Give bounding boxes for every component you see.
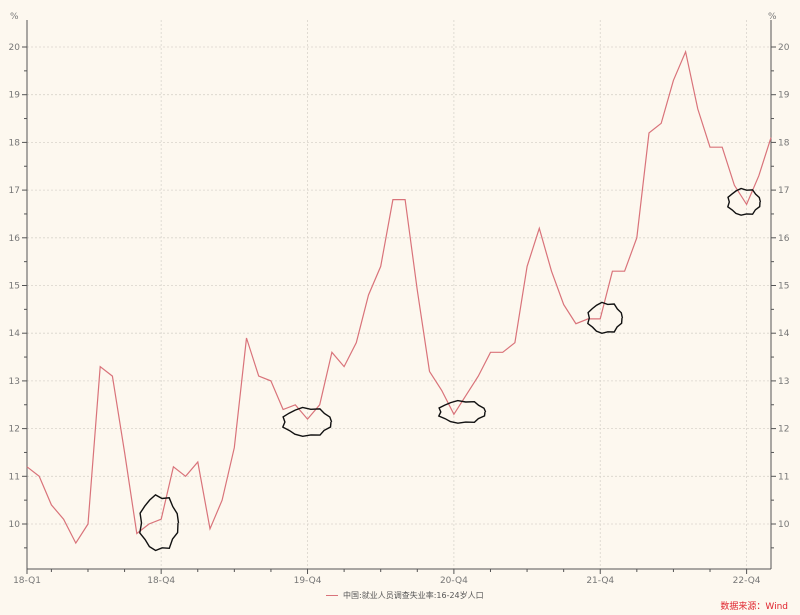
y-tick-label-left: 12 xyxy=(9,425,20,435)
y-tick-label-left: 17 xyxy=(9,186,20,196)
hand-drawn-circle-annotation xyxy=(726,187,762,216)
legend-label: 中国:就业人员调查失业率:16-24岁人口 xyxy=(343,591,484,600)
y-tick-label-right: 15 xyxy=(778,282,789,292)
series-line xyxy=(26,49,772,545)
y-tick-label-left: 13 xyxy=(9,377,20,387)
legend-swatch xyxy=(326,594,338,597)
y-tick-label-left: 19 xyxy=(9,91,21,101)
x-tick-label: 22-Q4 xyxy=(733,576,761,586)
y-tick-label-right: 17 xyxy=(778,186,789,196)
y-tick-label-right: 18 xyxy=(778,138,790,148)
y-tick-label-right: 10 xyxy=(778,520,790,530)
x-tick-label: 21-Q4 xyxy=(586,576,614,586)
y-tick-label-right: 13 xyxy=(778,377,789,387)
x-tick-label: 19-Q4 xyxy=(294,576,322,586)
y-tick-label-left: 18 xyxy=(9,138,21,148)
x-tick-label: 18-Q1 xyxy=(13,576,41,586)
hand-drawn-circle-annotation xyxy=(587,301,624,335)
y-tick-label-left: 16 xyxy=(9,234,21,244)
y-tick-label-left: 15 xyxy=(9,282,20,292)
y-tick-label-right: 20 xyxy=(778,43,790,53)
y-tick-label-right: 11 xyxy=(778,472,789,482)
y-tick-label-left: 14 xyxy=(9,329,21,339)
source-note: 数据来源：Wind xyxy=(720,602,788,612)
hand-drawn-circle-annotation xyxy=(281,406,333,438)
y-unit-left: % xyxy=(10,12,19,22)
hand-drawn-circle-annotation xyxy=(139,494,180,552)
y-unit-right: % xyxy=(768,12,777,22)
legend: 中国:就业人员调查失业率:16-24岁人口 xyxy=(326,590,484,601)
y-tick-label-right: 19 xyxy=(778,91,790,101)
x-tick-label: 18-Q4 xyxy=(147,576,175,586)
y-tick-label-right: 14 xyxy=(778,329,790,339)
y-tick-label-left: 20 xyxy=(9,43,21,53)
x-tick-label: 20-Q4 xyxy=(440,576,468,586)
y-tick-label-right: 16 xyxy=(778,234,790,244)
hand-drawn-circle-annotation xyxy=(437,399,487,424)
y-tick-label-left: 10 xyxy=(9,520,21,530)
y-tick-label-left: 11 xyxy=(9,472,20,482)
y-tick-label-right: 12 xyxy=(778,425,789,435)
